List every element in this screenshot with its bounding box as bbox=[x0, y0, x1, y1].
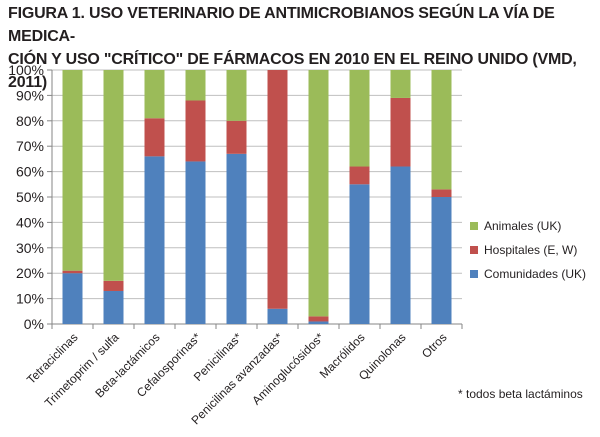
x-tick-label: Aminoglucósidos* bbox=[249, 330, 327, 408]
x-tick-label: Otros bbox=[419, 330, 450, 361]
bar-segment bbox=[431, 197, 452, 324]
y-tick-label: 80% bbox=[16, 113, 44, 129]
x-tick-label: Trimetoprim / sulfa bbox=[42, 330, 122, 410]
bar-segment bbox=[349, 70, 370, 167]
y-tick-label: 60% bbox=[16, 164, 44, 180]
bar-segment bbox=[144, 156, 165, 324]
footnote: * todos beta lactáminos bbox=[458, 387, 583, 401]
legend-swatch bbox=[470, 246, 478, 254]
bar-segment bbox=[349, 166, 370, 185]
bar-segment bbox=[103, 280, 124, 291]
bar-segment bbox=[144, 118, 165, 157]
y-tick-label: 20% bbox=[16, 265, 44, 281]
legend-swatch bbox=[470, 222, 478, 230]
y-tick-label: 0% bbox=[24, 316, 44, 332]
bar-segment bbox=[308, 316, 329, 322]
bar-segment bbox=[267, 70, 288, 309]
y-tick-label: 50% bbox=[16, 189, 44, 205]
bar-segment bbox=[185, 70, 206, 101]
bar-segment bbox=[62, 70, 83, 271]
y-tick-label: 30% bbox=[16, 240, 44, 256]
bars bbox=[62, 70, 452, 324]
bar-segment bbox=[226, 70, 247, 121]
figure-title: FIGURA 1. USO VETERINARIO DE ANTIMICROBI… bbox=[8, 2, 596, 94]
legend-swatch bbox=[470, 270, 478, 278]
y-tick-label: 40% bbox=[16, 214, 44, 230]
bar-segment bbox=[431, 189, 452, 197]
y-tick-label: 90% bbox=[16, 87, 44, 103]
bar-segment bbox=[226, 120, 247, 154]
legend-label: Hospitales (E, W) bbox=[484, 243, 577, 257]
legend: Animales (UK) Hospitales (E, W) Comunidade… bbox=[470, 219, 586, 281]
bar-segment bbox=[226, 153, 247, 324]
bar-segment bbox=[308, 321, 329, 324]
figure-title-line-2: CIÓN Y USO "CRÍTICO" DE FÁRMACOS EN 2010… bbox=[8, 51, 577, 91]
y-tick-label: 10% bbox=[16, 291, 44, 307]
legend-label: Comunidades (UK) bbox=[484, 267, 586, 281]
bar-segment bbox=[144, 70, 165, 119]
bar-segment bbox=[390, 70, 411, 98]
bar-segment bbox=[431, 70, 452, 190]
bar-segment bbox=[103, 290, 124, 324]
bar-segment bbox=[390, 166, 411, 324]
y-tick-label: 70% bbox=[16, 138, 44, 154]
figure-title-line-1: FIGURA 1. USO VETERINARIO DE ANTIMICROBI… bbox=[8, 5, 555, 45]
bar-segment bbox=[103, 70, 124, 281]
bar-segment bbox=[62, 270, 83, 274]
bar-segment bbox=[62, 273, 83, 324]
y-tick-label: 100% bbox=[8, 62, 44, 78]
y-axis-ticks: 0% 10% 20% 30% 40% 50% 60% 70% 80% 90% 100% bbox=[8, 62, 53, 332]
bar-segment bbox=[308, 70, 329, 317]
bar-segment bbox=[185, 100, 206, 162]
bar-segment bbox=[185, 161, 206, 324]
bar-segment bbox=[267, 308, 288, 324]
legend-label: Animales (UK) bbox=[484, 219, 561, 233]
bar-segment bbox=[349, 184, 370, 324]
bar-segment bbox=[390, 97, 411, 167]
